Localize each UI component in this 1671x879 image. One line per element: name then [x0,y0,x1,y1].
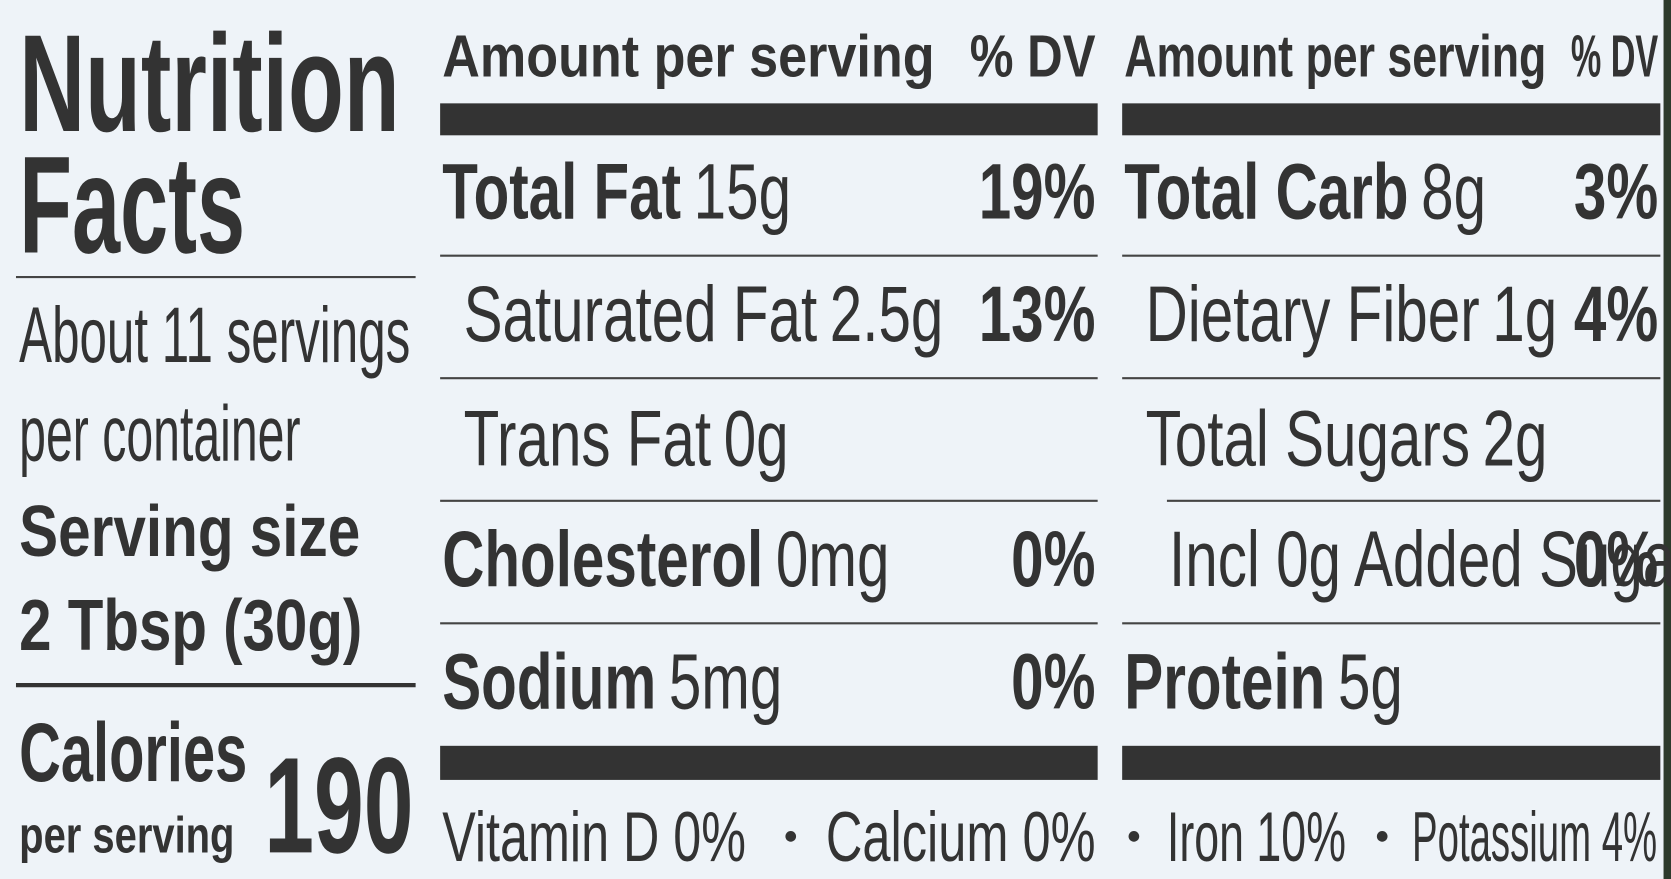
footer-item: Calcium 0% [826,797,1096,876]
nutrient: Total Fat 15g [442,147,791,236]
thick-bar [1122,103,1661,136]
nutrient-part: Cholesterol [442,514,763,603]
title: Nutrition [19,7,399,161]
percent-dv: 0% [1574,514,1658,603]
nutrient-part: 0mg [776,514,890,603]
percent-dv-part: 0% [1011,637,1095,726]
nutrient-part: 8g [1421,147,1486,236]
percent-dv: 4% [1574,269,1658,358]
serving-size-label: Serving size [19,491,360,572]
thick-bar [440,745,1098,780]
nutrient-part: 2.5g [830,269,944,358]
percent-dv: 3% [1574,147,1658,236]
serving-size-value: 2 Tbsp (30g) [19,585,362,666]
nutrient-part: Total Fat [442,147,681,236]
nutrient-part: 2g [1483,394,1548,483]
column-header: Amount per serving [1124,23,1546,90]
nutrient: Saturated Fat 2.5g [464,269,944,358]
nutrient-part: Trans Fat [464,394,712,483]
nutrient-part: 5g [1338,637,1403,726]
percent-dv: 0% [1011,637,1095,726]
calories-value: 190 [264,729,413,879]
thick-bar [440,103,1098,136]
footer-item: Iron 10% [1167,797,1346,876]
nutrient-part: 5mg [669,637,783,726]
percent-dv-part: 4% [1574,269,1658,358]
percent-dv: 0% [1011,514,1095,603]
nutrient-part: Incl 0g Added Sugars [1169,514,1671,603]
percent-dv: 13% [979,269,1096,358]
title: Facts [19,129,245,283]
nutrient-part: 15g [694,147,791,236]
percent-dv-part: 3% [1574,147,1658,236]
column-header: Amount per serving [442,23,934,90]
percent-dv-part: 19% [979,147,1096,236]
footer-item: Vitamin D 0% [442,797,746,876]
footer-item: Potassium 4% [1412,797,1657,876]
edge [1663,0,1671,879]
percent-dv-part: 0% [1011,514,1095,603]
nutrient: Cholesterol 0mg [442,514,889,603]
calories-sublabel: per serving [19,806,234,863]
nutrient: Dietary Fiber 1g [1146,269,1558,358]
nutrient: Trans Fat 0g [464,394,789,483]
dv-header: % DV [1571,23,1659,90]
calories-label: Calories [19,706,247,799]
dv-header: % DV [970,23,1096,90]
nutrient-part: Saturated Fat [464,269,818,358]
nutrient: Total Carb 8g [1124,147,1486,236]
percent-dv: 19% [979,147,1096,236]
nutrient: Sodium 5mg [442,637,782,726]
percent-dv-part: 13% [979,269,1096,358]
bullet [1128,831,1140,842]
nutrient-part: Dietary Fiber [1146,269,1480,358]
bullet [1376,831,1388,842]
thick-bar [1122,745,1661,780]
servings: About 11 servings [19,291,410,379]
nutrient: Incl 0g Added Sugars [1169,514,1671,603]
bullet [785,831,797,842]
nutrient: Total Sugars 2g [1146,394,1548,483]
nutrient-part: Sodium [442,637,656,726]
nutrient-part: Protein [1124,637,1325,726]
nutrient-part: Total Sugars [1146,394,1470,483]
nutrient-part: Total Carb [1124,147,1408,236]
nutrient-part: 0g [724,394,789,483]
nutrient-part: 1g [1492,269,1557,358]
servings: per container [19,389,300,477]
percent-dv-part: 0% [1574,514,1658,603]
nutrient: Protein 5g [1124,637,1403,726]
